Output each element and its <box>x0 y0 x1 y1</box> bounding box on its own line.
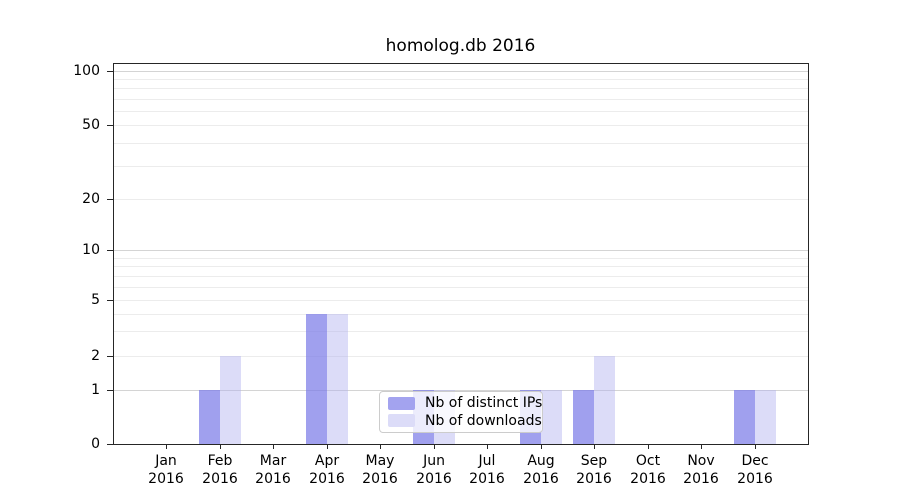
minor-gridline-y30 <box>114 166 808 167</box>
x-tick-label-apr: Apr 2016 <box>309 453 345 487</box>
y-tick-1 <box>107 390 113 391</box>
plot-area <box>113 63 809 445</box>
minor-gridline-y60 <box>114 111 808 112</box>
y-tick-0 <box>107 444 113 445</box>
bar-feb-s0 <box>199 390 220 444</box>
x-tick-jan <box>166 444 167 449</box>
major-gridline-y20 <box>114 199 808 200</box>
bar-feb-s1 <box>220 356 241 444</box>
bar-dec-s1 <box>755 390 776 444</box>
major-gridline-y50 <box>114 125 808 126</box>
x-tick-oct <box>648 444 649 449</box>
major-gridline-y100 <box>114 71 808 72</box>
x-tick-feb <box>220 444 221 449</box>
y-tick-label-50: 50 <box>82 117 100 133</box>
y-tick-50 <box>107 125 113 126</box>
major-gridline-y2 <box>114 356 808 357</box>
x-tick-label-jan: Jan 2016 <box>148 453 184 487</box>
y-tick-label-20: 20 <box>82 191 100 207</box>
x-tick-label-nov: Nov 2016 <box>683 453 719 487</box>
x-tick-label-dec: Dec 2016 <box>737 453 773 487</box>
legend-swatch-downloads <box>388 414 415 428</box>
bar-aug-s1 <box>541 390 562 444</box>
minor-gridline-y80 <box>114 88 808 89</box>
y-tick-label-0: 0 <box>91 436 100 452</box>
y-tick-label-1: 1 <box>91 382 100 398</box>
minor-gridline-y40 <box>114 143 808 144</box>
x-tick-label-oct: Oct 2016 <box>630 453 666 487</box>
bar-sep-s1 <box>594 356 615 444</box>
x-tick-may <box>380 444 381 449</box>
bar-apr-s1 <box>327 314 348 444</box>
x-tick-label-mar: Mar 2016 <box>255 453 291 487</box>
x-tick-dec <box>755 444 756 449</box>
x-tick-mar <box>273 444 274 449</box>
x-tick-sep <box>594 444 595 449</box>
x-tick-jul <box>487 444 488 449</box>
x-tick-nov <box>701 444 702 449</box>
legend-item-distinct-ips: Nb of distinct IPs <box>388 395 542 411</box>
minor-gridline-y9 <box>114 258 808 259</box>
bar-sep-s0 <box>573 390 594 444</box>
x-tick-label-sep: Sep 2016 <box>576 453 612 487</box>
minor-gridline-y3 <box>114 331 808 332</box>
chart-title: homolog.db 2016 <box>385 36 536 56</box>
minor-gridline-y70 <box>114 99 808 100</box>
y-tick-label-5: 5 <box>91 292 100 308</box>
y-tick-label-2: 2 <box>91 348 100 364</box>
minor-gridline-y6 <box>114 287 808 288</box>
x-tick-label-jun: Jun 2016 <box>416 453 452 487</box>
major-gridline-y1 <box>114 390 808 391</box>
minor-gridline-y90 <box>114 79 808 80</box>
legend: Nb of distinct IPs Nb of downloads <box>379 391 543 433</box>
y-tick-5 <box>107 300 113 301</box>
y-tick-10 <box>107 250 113 251</box>
minor-gridline-y7 <box>114 276 808 277</box>
x-tick-aug <box>541 444 542 449</box>
minor-gridline-y4 <box>114 314 808 315</box>
x-tick-apr <box>327 444 328 449</box>
y-tick-label-100: 100 <box>73 63 100 79</box>
x-tick-label-may: May 2016 <box>362 453 398 487</box>
x-tick-label-jul: Jul 2016 <box>469 453 505 487</box>
x-tick-jun <box>434 444 435 449</box>
y-tick-20 <box>107 199 113 200</box>
y-tick-100 <box>107 71 113 72</box>
major-gridline-y10 <box>114 250 808 251</box>
legend-label-distinct-ips: Nb of distinct IPs <box>425 395 543 412</box>
bar-apr-s0 <box>306 314 327 444</box>
x-tick-label-feb: Feb 2016 <box>202 453 238 487</box>
legend-swatch-distinct-ips <box>388 396 415 410</box>
legend-item-downloads: Nb of downloads <box>388 413 542 429</box>
minor-gridline-y8 <box>114 266 808 267</box>
bar-dec-s0 <box>734 390 755 444</box>
major-gridline-y5 <box>114 300 808 301</box>
legend-label-downloads: Nb of downloads <box>425 412 542 429</box>
y-tick-2 <box>107 356 113 357</box>
x-tick-label-aug: Aug 2016 <box>523 453 559 487</box>
y-tick-label-10: 10 <box>82 242 100 258</box>
